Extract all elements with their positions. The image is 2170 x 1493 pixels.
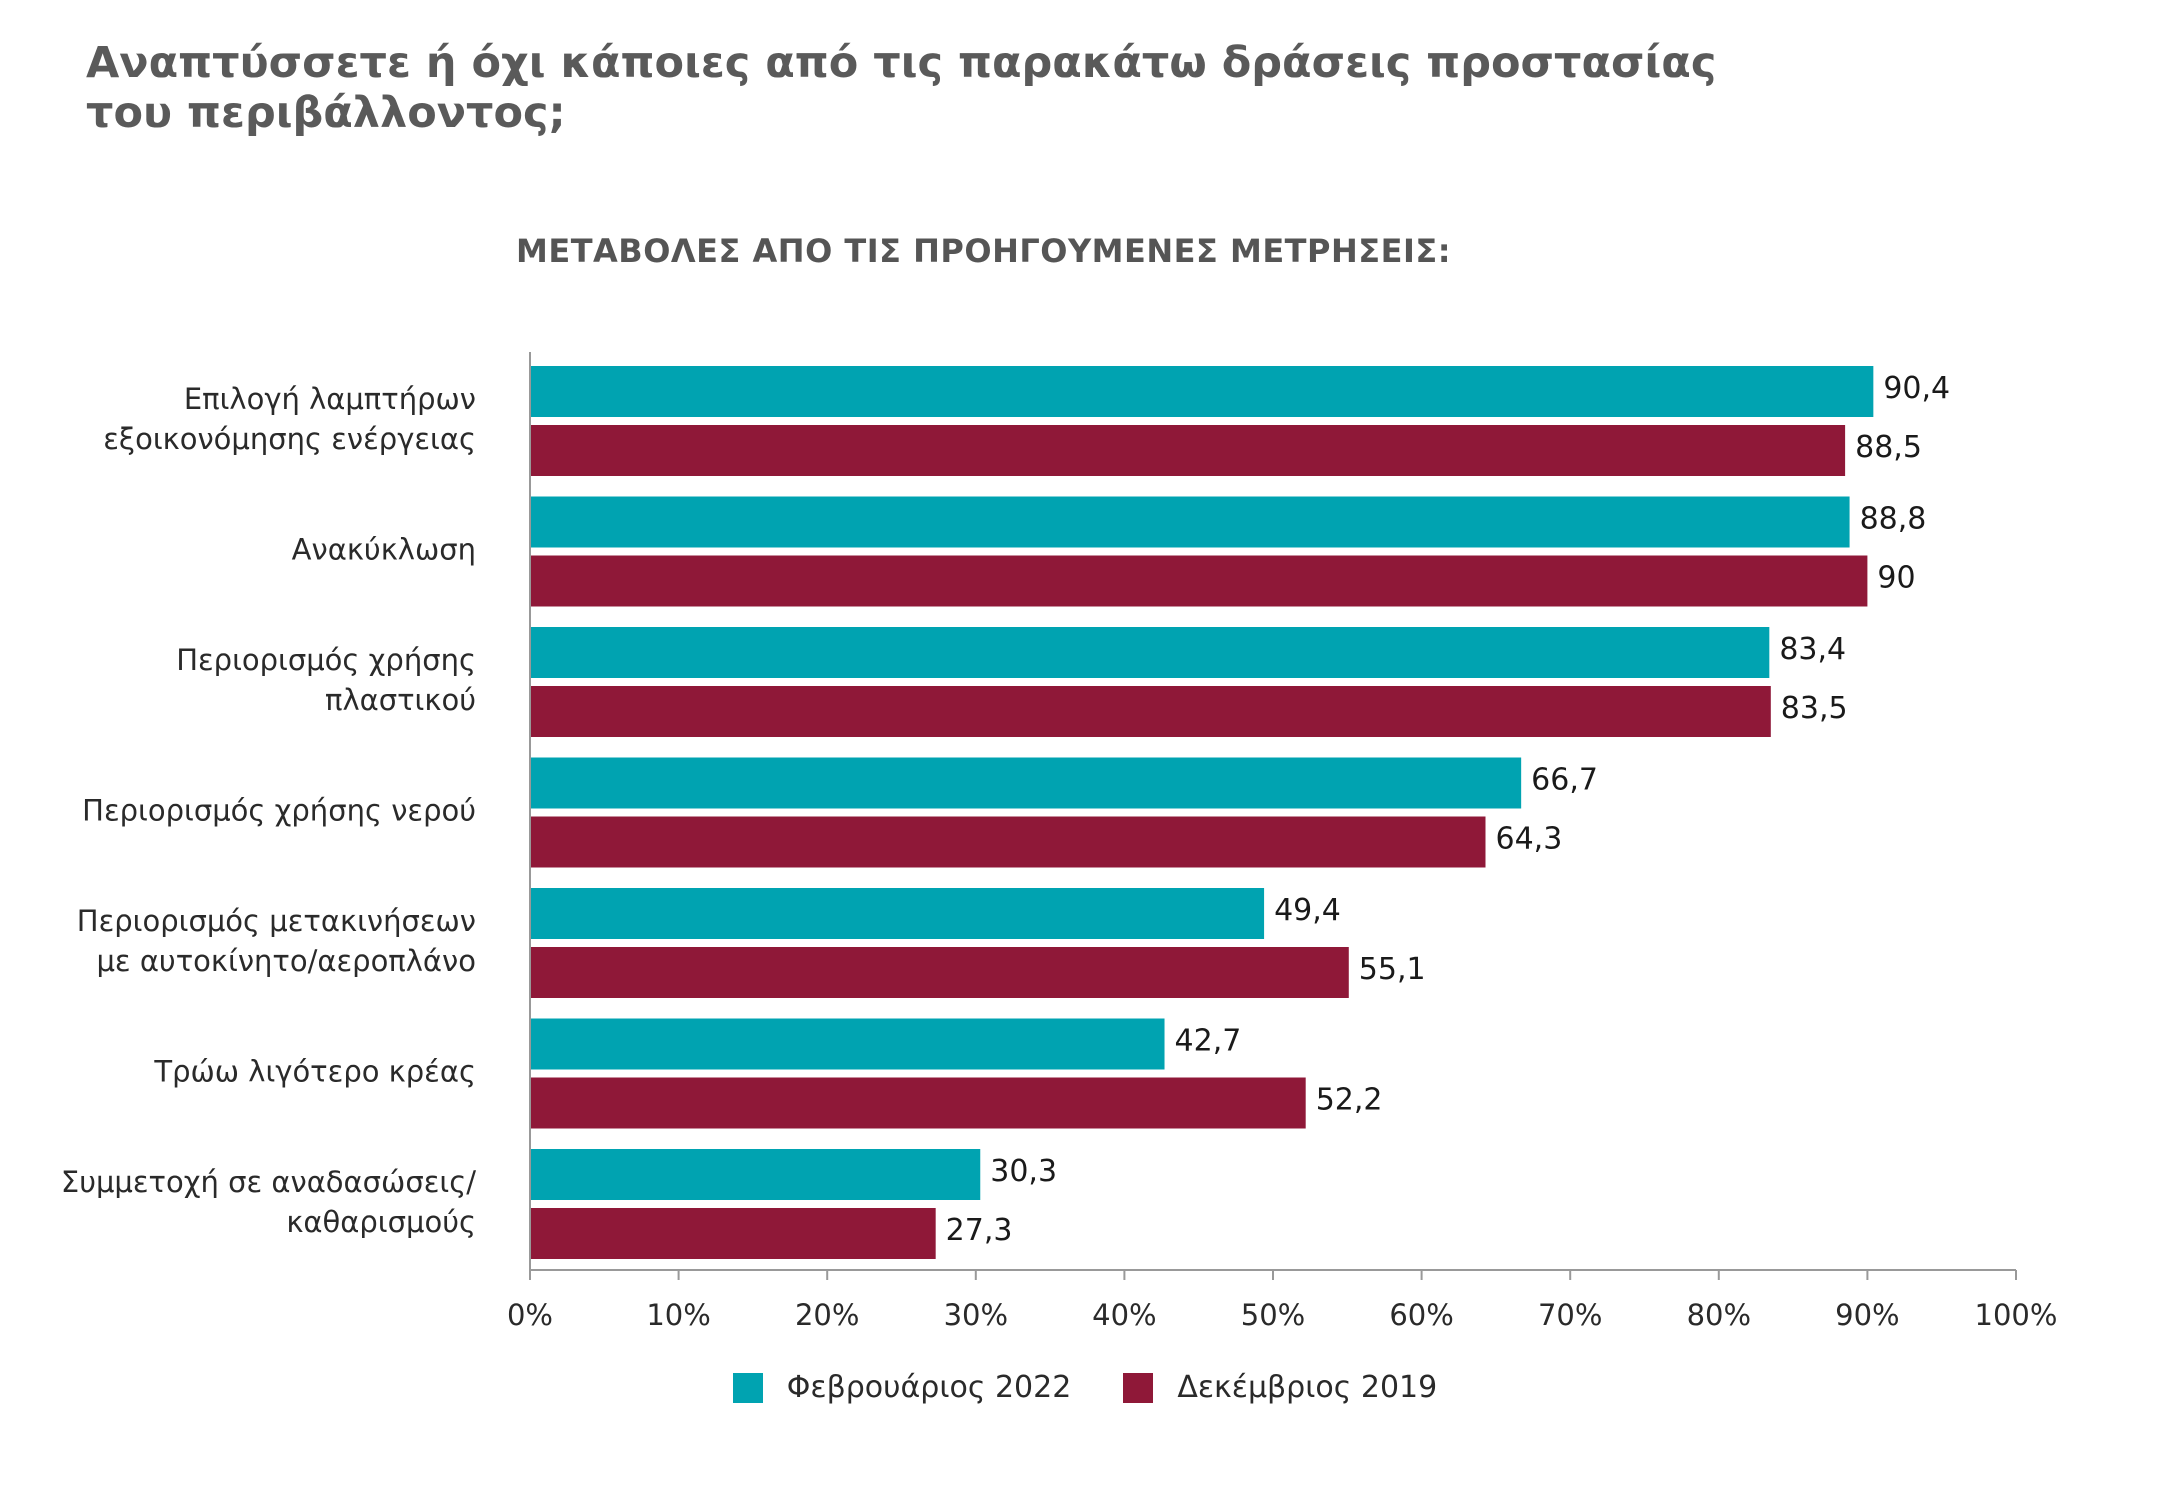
data-label-series-1: 90,4 <box>1883 371 1950 406</box>
data-label-series-2: 83,5 <box>1781 691 1848 726</box>
bar-series-2 <box>531 1208 936 1259</box>
bar-series-2 <box>531 1077 1306 1129</box>
x-tick-label: 50% <box>1241 1298 1305 1332</box>
x-tick-label: 60% <box>1389 1298 1453 1332</box>
data-label-series-1: 66,7 <box>1531 763 1598 798</box>
legend-label-series-2: Δεκέμβριος 2019 <box>1177 1370 1438 1405</box>
bar-series-1 <box>531 366 1874 417</box>
legend-item-series-2: Δεκέμβριος 2019 <box>1123 1370 1437 1405</box>
category-label: Τρώω λιγότερο κρέας <box>153 1055 476 1089</box>
legend-swatch-series-2 <box>1123 1372 1154 1403</box>
x-tick-label: 100% <box>1975 1298 2058 1332</box>
x-tick-label: 30% <box>944 1298 1008 1332</box>
x-tick-label: 20% <box>795 1298 859 1332</box>
data-label-series-2: 90 <box>1877 561 1915 596</box>
category-label: καθαρισμούς <box>286 1205 476 1239</box>
bar-series-1 <box>531 627 1770 678</box>
bar-series-1 <box>531 496 1850 548</box>
bar-series-1 <box>531 757 1522 809</box>
chart-subtitle: ΜΕΤΑΒΟΛΕΣ ΑΠΟ ΤΙΣ ΠΡΟΗΓΟΥΜΕΝΕΣ ΜΕΤΡΗΣΕΙΣ… <box>516 232 1452 270</box>
legend-item-series-1: Φεβρουάριος 2022 <box>732 1370 1072 1405</box>
legend-label-series-1: Φεβρουάριος 2022 <box>786 1370 1072 1405</box>
bar-series-2 <box>531 947 1349 998</box>
bar-series-1 <box>531 1149 981 1200</box>
data-label-series-2: 52,2 <box>1316 1083 1383 1118</box>
data-label-series-1: 42,7 <box>1175 1024 1242 1059</box>
x-tick-label: 80% <box>1687 1298 1751 1332</box>
x-tick-label: 40% <box>1092 1298 1156 1332</box>
bar-series-1 <box>531 1018 1165 1070</box>
page-title: Αναπτύσσετε ή όχι κάποιες από τις παρακά… <box>86 38 1717 138</box>
bar-series-2 <box>531 686 1771 737</box>
data-label-series-2: 27,3 <box>946 1213 1013 1248</box>
category-label: με αυτοκίνητο/αεροπλάνο <box>96 944 476 978</box>
data-label-series-2: 88,5 <box>1855 430 1922 465</box>
data-label-series-1: 88,8 <box>1860 502 1927 537</box>
data-label-series-1: 49,4 <box>1274 893 1341 928</box>
x-tick-label: 90% <box>1835 1298 1899 1332</box>
category-label: Ανακύκλωση <box>292 533 476 567</box>
category-label: Επιλογή λαμπτήρων <box>184 382 476 416</box>
category-label: Περιορισμός μετακινήσεων <box>77 904 476 938</box>
data-label-series-2: 64,3 <box>1495 822 1562 857</box>
category-label: Περιορισμός χρήσης <box>176 643 476 677</box>
legend-swatch-series-1 <box>732 1372 763 1403</box>
category-label: εξοικονόμησης ενέργειας <box>103 422 476 456</box>
x-tick-label: 70% <box>1538 1298 1602 1332</box>
bar-series-1 <box>531 888 1265 939</box>
data-label-series-1: 83,4 <box>1779 632 1846 667</box>
data-label-series-2: 55,1 <box>1359 952 1426 987</box>
data-label-series-1: 30,3 <box>990 1154 1057 1189</box>
x-tick-label: 0% <box>507 1298 553 1332</box>
bar-series-2 <box>531 555 1868 607</box>
chart-legend: Φεβρουάριος 2022 Δεκέμβριος 2019 <box>0 1370 2170 1405</box>
bar-series-2 <box>531 816 1486 868</box>
category-label: πλαστικού <box>325 683 476 717</box>
category-label: Περιορισμός χρήσης νερού <box>82 794 476 828</box>
bar-series-2 <box>531 425 1846 476</box>
category-label: Συμμετοχή σε αναδασώσεις/ <box>61 1165 476 1199</box>
x-tick-label: 10% <box>646 1298 710 1332</box>
